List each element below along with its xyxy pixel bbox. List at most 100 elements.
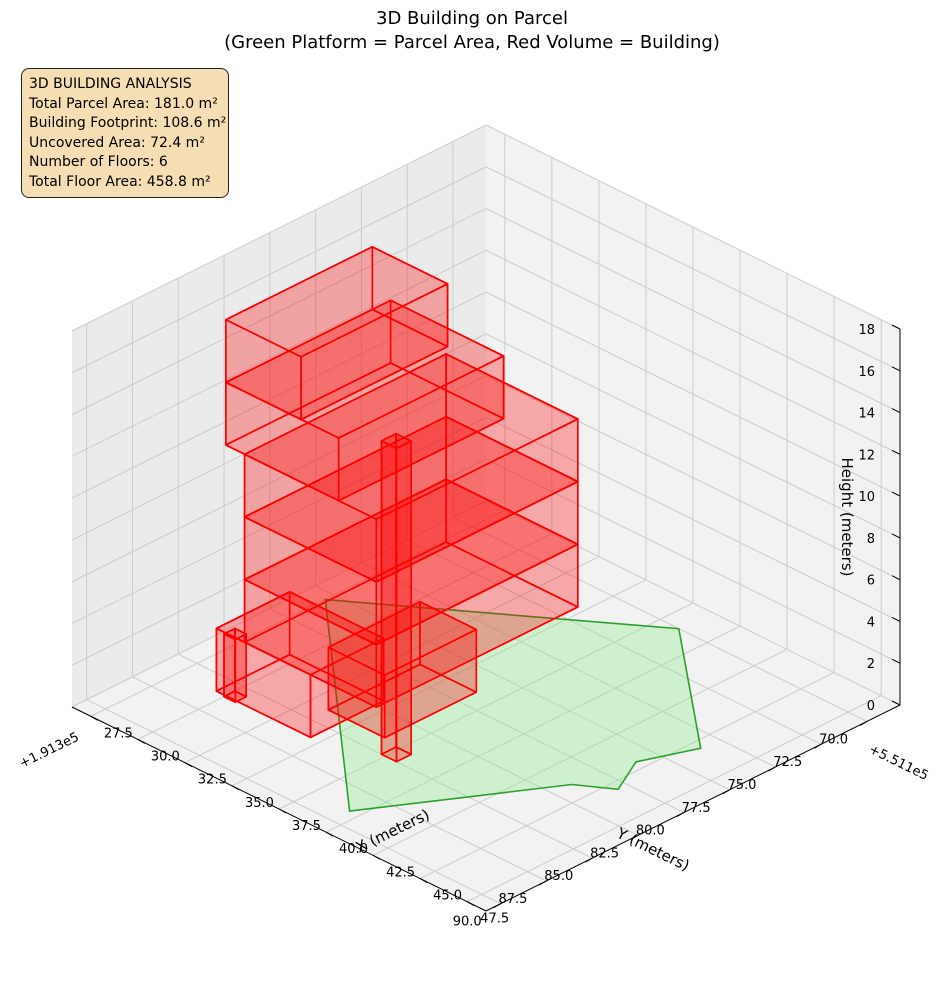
y-tick-label: 87.5 (498, 892, 527, 907)
y-tick-label: 72.5 (773, 755, 802, 770)
info-uncovered-area: Uncovered Area: 72.4 m² (29, 134, 205, 151)
y-tick (722, 789, 730, 795)
x-tick (278, 808, 287, 814)
y-tick-label: 70.0 (819, 732, 848, 747)
building-column (380, 432, 413, 763)
y-tick (859, 720, 868, 726)
y-tick (768, 766, 776, 772)
grid-line-z-right (71, 208, 487, 416)
grid-line-z-right (71, 291, 487, 499)
z-tick-label: 6 (867, 574, 875, 589)
grid-line-z-left (485, 333, 901, 539)
x-tick (231, 785, 240, 791)
x-tick-label: 45.0 (433, 889, 462, 904)
grid-line-z-left (485, 208, 901, 414)
analysis-info-box: 3D BUILDING ANALYSIS Total Parcel Area: … (21, 68, 229, 198)
y-tick-label: 80.0 (636, 824, 665, 839)
z-tick-label: 2 (867, 657, 875, 672)
x-tick-label: 27.5 (104, 726, 133, 741)
y-tick-label: 85.0 (544, 869, 573, 884)
y-tick (539, 880, 547, 886)
info-building-footprint: Building Footprint: 108.6 m² (29, 115, 227, 131)
grid-line-y-floor (452, 516, 868, 722)
y-tick-label: 77.5 (682, 801, 711, 816)
x-tick-label: 40.0 (339, 842, 368, 857)
info-heading: 3D BUILDING ANALYSIS (29, 76, 192, 92)
grid-line-x-floor (325, 625, 741, 833)
y-tick-label: 90.0 (453, 915, 482, 930)
grid-line-z-left (485, 124, 901, 330)
x-tick (325, 831, 334, 837)
chart-subtitle: (Green Platform = Parcel Area, Red Volum… (224, 32, 720, 53)
grid-line-z-left (485, 375, 901, 581)
x-tick-label: 32.5 (198, 773, 227, 788)
building-floor-box (225, 246, 449, 421)
grid-line-x-floor (137, 533, 553, 740)
building-face (327, 600, 478, 676)
grid-line-z-right (71, 416, 487, 624)
grid-lines (71, 124, 901, 905)
x-tick (466, 901, 475, 907)
z-tick (891, 575, 901, 581)
back-right-pane (72, 125, 486, 707)
grid-line-x-floor (90, 509, 506, 717)
z-tick (891, 491, 901, 497)
y-tick-label: 75.0 (727, 778, 756, 793)
grid-line-x-floor (231, 579, 647, 787)
x-tick-label: 42.5 (386, 865, 415, 880)
grid-line-x-floor (184, 556, 600, 764)
grid-line-x-floor (372, 648, 788, 856)
z-tick (891, 658, 901, 664)
grid-line-z-left (485, 291, 901, 497)
y-tick (676, 812, 685, 817)
column-face (380, 440, 398, 763)
grid-line-z-right (71, 124, 487, 332)
y-tick (630, 834, 639, 840)
info-total-floor-area: Total Floor Area: 458.8 m² (29, 173, 211, 190)
chart-title: 3D Building on Parcel (376, 8, 568, 29)
z-tick-label: 14 (858, 407, 875, 422)
grid-line-y-floor (407, 539, 822, 745)
building-face (243, 353, 579, 521)
z-tick (891, 616, 901, 622)
column-face (395, 440, 413, 763)
grid-line-z-left (485, 416, 901, 622)
column-face (223, 633, 237, 704)
column-face (380, 432, 413, 450)
info-parcel-area: Total Parcel Area: 181.0 m² (29, 95, 218, 112)
tick-marks (90, 324, 901, 909)
grid-line-z-right (71, 375, 487, 583)
grid-line-x-floor (466, 695, 882, 903)
y-axis-line (485, 704, 901, 912)
z-tick (891, 366, 901, 372)
grid-line-z-left (485, 249, 901, 455)
grid-line-z-right (71, 500, 487, 708)
y-tick-label: 82.5 (590, 846, 619, 861)
y-tick (813, 743, 822, 749)
z-axis-label: Height (meters) (838, 458, 856, 577)
z-tick-label: 18 (858, 323, 875, 338)
column-face (223, 627, 247, 641)
z-tick (891, 324, 901, 330)
z-tick-label: 0 (867, 699, 875, 714)
grid-line-y-floor (361, 562, 776, 768)
z-tick (891, 700, 901, 706)
info-number-of-floors: Number of Floors: 6 (29, 154, 168, 170)
z-tick-label: 12 (858, 448, 875, 463)
x-tick (90, 715, 99, 721)
grid-line-z-right (71, 249, 487, 457)
y-tick (584, 857, 593, 863)
building-column (223, 627, 247, 704)
z-tick-label: 10 (858, 490, 875, 505)
grid-line-x-floor (278, 602, 694, 810)
z-tick (891, 449, 901, 455)
grid-line-z-left (485, 166, 901, 372)
x-tick (137, 739, 146, 744)
z-tick-label: 4 (867, 615, 875, 630)
building-floor-box (225, 299, 505, 502)
x-tick (372, 854, 381, 860)
z-tick (891, 533, 901, 539)
x-tick-label: 30.0 (151, 749, 180, 764)
grid-line-z-right (71, 166, 487, 374)
tick-labels: 27.5 30.0 32.5 35.0 37.5 40.0 42.5 45.0 47.5 70.0… (104, 323, 875, 930)
